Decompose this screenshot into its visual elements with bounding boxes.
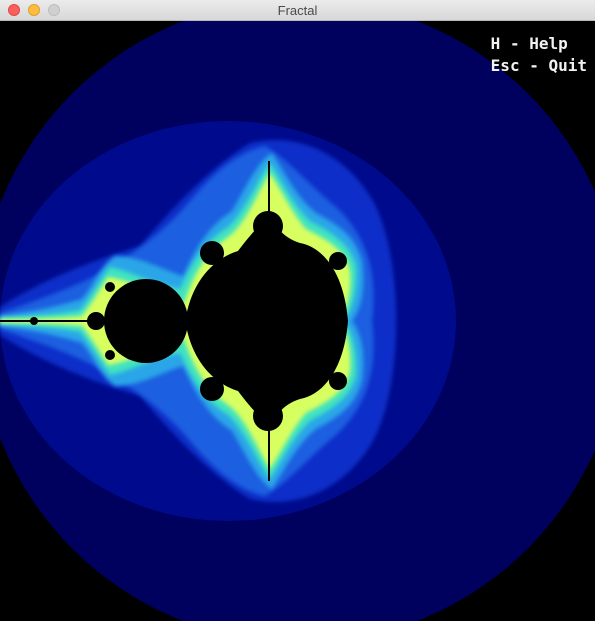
window-title: Fractal: [277, 3, 318, 18]
quit-hint: Esc - Quit: [490, 56, 587, 75]
period-2-bulb: [104, 279, 188, 363]
mandelbrot-set: [0, 161, 348, 481]
fractal-canvas[interactable]: H - Help Esc - Quit: [0, 21, 595, 621]
zoom-icon[interactable]: [48, 4, 60, 16]
bottom-antenna: [268, 426, 270, 481]
help-hint: H - Help: [490, 34, 568, 53]
lower-left-bulb: [200, 377, 224, 401]
upper-right-bulb: [329, 252, 347, 270]
close-icon[interactable]: [8, 4, 20, 16]
main-cardioid: [186, 215, 348, 427]
lower-left-small-bulb: [105, 350, 115, 360]
spine-filament: [0, 320, 110, 322]
title-bar[interactable]: Fractal: [0, 0, 595, 21]
hud-overlay: H - Help Esc - Quit: [491, 33, 587, 77]
upper-left-bulb: [200, 241, 224, 265]
upper-left-small-bulb: [105, 282, 115, 292]
lower-right-bulb: [329, 372, 347, 390]
top-antenna: [268, 161, 270, 216]
mandelbrot-render: [0, 21, 595, 621]
minimize-icon[interactable]: [28, 4, 40, 16]
top-bulb: [253, 211, 283, 241]
bottom-bulb: [253, 401, 283, 431]
